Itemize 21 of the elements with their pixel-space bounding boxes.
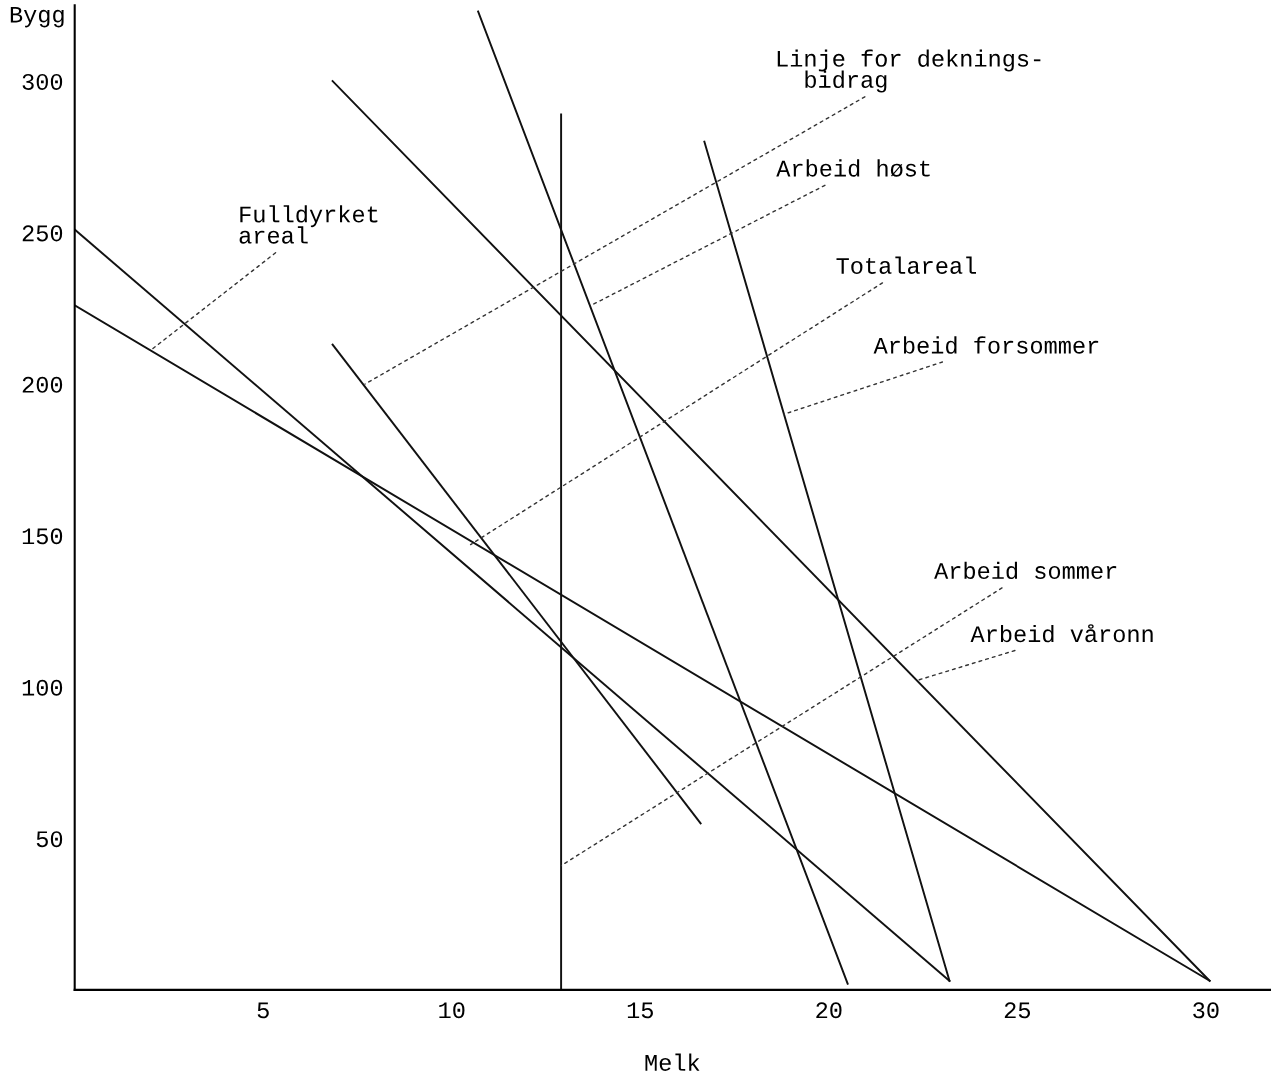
annotation: Linje for deknings- bidrag — [777, 49, 1041, 93]
y-axis-title: Bygg — [10, 6, 64, 28]
x-axis-title: Melk — [645, 1053, 700, 1071]
y-tick-label: 50 — [36, 831, 63, 848]
y-tick-label: 250 — [22, 225, 63, 242]
x-tick-label: 5 — [257, 1002, 269, 1019]
annotation: Arbeid forsommer — [873, 336, 1099, 354]
x-tick-label: 30 — [1193, 1002, 1219, 1019]
annotation: Arbeid høst — [776, 159, 930, 177]
y-tick-label: 150 — [22, 528, 63, 545]
x-tick-label: 20 — [816, 1002, 842, 1019]
x-tick-label: 15 — [627, 1002, 653, 1019]
y-tick-label: 100 — [22, 679, 63, 696]
annotation: Totalareal — [836, 256, 976, 274]
annotation: Arbeid våronn — [970, 624, 1153, 643]
annotation: Fulldyrket areal — [239, 205, 378, 244]
y-tick-label: 200 — [22, 376, 63, 393]
x-tick-label: 10 — [439, 1002, 465, 1019]
annotation: Arbeid sommer — [934, 561, 1117, 580]
x-tick-label: 25 — [1004, 1002, 1031, 1019]
y-tick-label: 300 — [22, 73, 63, 90]
